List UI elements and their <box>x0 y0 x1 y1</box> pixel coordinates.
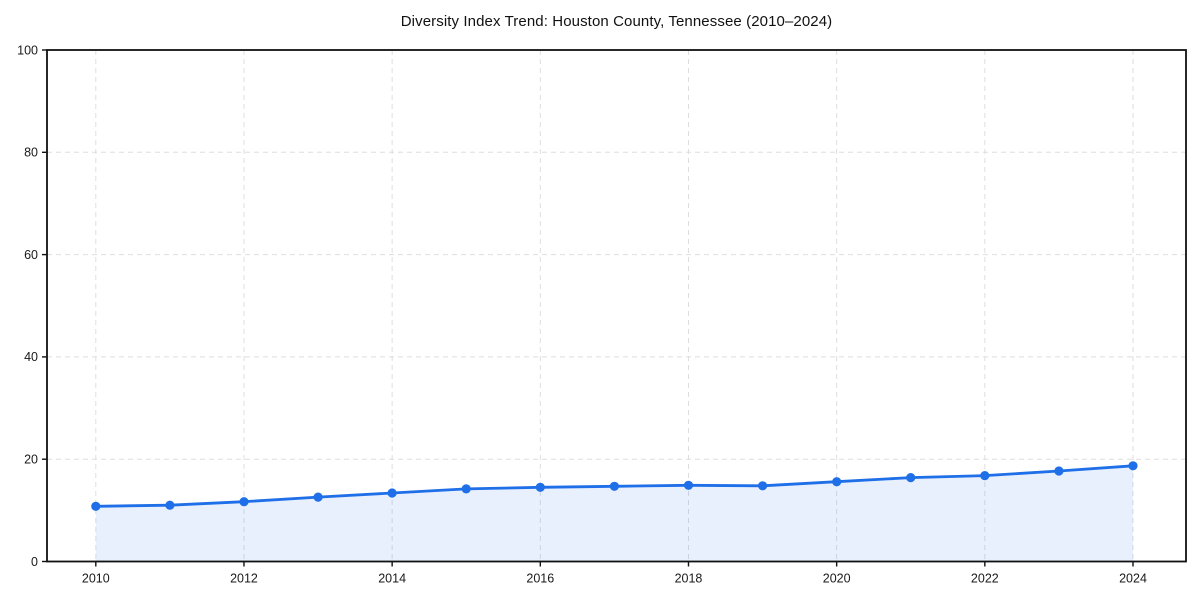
y-tick-label: 40 <box>24 350 38 364</box>
y-tick-label: 0 <box>31 555 38 569</box>
x-tick-label: 2016 <box>526 572 554 586</box>
data-point <box>165 500 175 510</box>
data-point <box>535 482 545 492</box>
data-point <box>387 488 397 498</box>
x-tick-label: 2014 <box>378 572 406 586</box>
data-point <box>313 492 323 502</box>
data-point <box>832 477 842 487</box>
y-tick-label: 20 <box>24 453 38 467</box>
chart-title: Diversity Index Trend: Houston County, T… <box>400 13 833 30</box>
plot-frame <box>46 49 1187 563</box>
data-point <box>461 484 471 494</box>
x-tick-label: 2024 <box>1119 572 1147 586</box>
y-tick-label: 100 <box>17 43 38 57</box>
data-point <box>239 497 249 507</box>
x-tick-label: 2010 <box>82 572 110 586</box>
y-tick-label: 80 <box>24 146 38 160</box>
data-point <box>91 501 101 511</box>
data-point <box>758 481 768 491</box>
data-point <box>980 471 990 481</box>
y-tick-label: 60 <box>24 248 38 262</box>
data-point <box>1054 466 1064 476</box>
data-point <box>906 473 916 483</box>
data-point <box>1128 461 1138 471</box>
data-point <box>683 480 694 490</box>
x-tick-label: 2012 <box>230 572 258 586</box>
x-tick-label: 2018 <box>675 572 703 586</box>
x-tick-label: 2020 <box>823 572 851 586</box>
x-tick-label: 2022 <box>971 572 999 586</box>
data-point <box>609 481 620 491</box>
area-fill <box>95 465 1133 562</box>
